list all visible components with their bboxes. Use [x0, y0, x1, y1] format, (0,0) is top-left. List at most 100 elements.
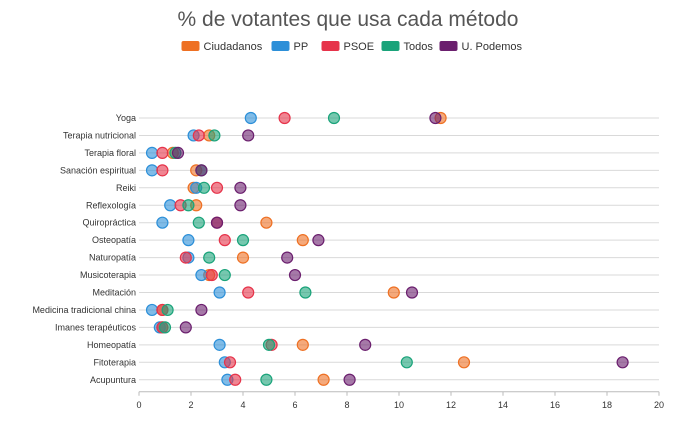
data-point: [145, 164, 159, 177]
category-label: Terapia floral: [84, 148, 136, 158]
data-point: [234, 199, 247, 212]
data-point: [145, 303, 159, 317]
legend-swatch: [439, 41, 458, 51]
category-label: Imanes terapéuticos: [55, 322, 137, 332]
data-point: [218, 268, 231, 282]
data-point: [156, 146, 169, 159]
chart-title: % de votantes que usa cada método: [178, 8, 519, 31]
x-tick-label: 18: [602, 400, 612, 410]
x-tick-label: 0: [136, 400, 141, 410]
data-point: [387, 286, 400, 299]
data-point: [218, 234, 231, 247]
x-axis: 0 2 4 6 8 10 12 14 16 18 20: [136, 391, 664, 410]
category-label: Acupuntura: [90, 375, 136, 385]
category-label: Homeopatía: [87, 340, 136, 350]
data-point: [236, 251, 250, 264]
category-label: Terapia nutricional: [63, 130, 136, 140]
legend-label: U. Podemos: [462, 41, 523, 53]
category-label: Meditación: [92, 288, 136, 298]
data-point: [158, 321, 172, 334]
data-point: [213, 286, 226, 299]
category-label: Naturopatía: [89, 253, 136, 263]
data-point: [179, 321, 192, 334]
data-point: [192, 216, 205, 229]
x-tick-label: 8: [344, 400, 349, 410]
data-point: [400, 356, 413, 369]
data-point: [236, 234, 250, 247]
category-label: Sanación espiritual: [60, 165, 136, 175]
legend-label: PSOE: [344, 41, 375, 53]
category-label: Musicoterapia: [80, 270, 136, 280]
x-tick-label: 12: [446, 400, 456, 410]
category-label: Reflexología: [86, 200, 136, 210]
data-point: [179, 251, 192, 264]
data-point: [281, 251, 294, 264]
data-point: [278, 111, 291, 125]
data-point: [288, 268, 302, 282]
x-tick-label: 10: [394, 400, 404, 410]
legend-item: Todos: [381, 41, 434, 53]
x-tick-label: 16: [550, 400, 560, 410]
data-point: [182, 234, 195, 247]
legend-label: PP: [294, 41, 309, 53]
data-point: [312, 234, 325, 247]
data-point: [223, 356, 237, 369]
legend-swatch: [321, 41, 340, 51]
data-point: [260, 373, 273, 386]
legend-swatch: [181, 41, 200, 51]
data-point: [161, 303, 174, 317]
category-label: Reiki: [116, 183, 136, 193]
category-labels: Yoga Terapia nutricional Terapia floral San…: [32, 113, 136, 385]
x-tick-label: 2: [188, 400, 193, 410]
data-point: [317, 373, 330, 386]
data-point: [242, 129, 255, 142]
data-point: [405, 286, 419, 299]
data-point: [156, 164, 169, 177]
data-point: [164, 199, 177, 212]
data-point: [296, 234, 309, 247]
x-tick-label: 4: [240, 400, 245, 410]
data-point: [205, 268, 218, 282]
data-point: [208, 129, 221, 142]
x-tick-label: 20: [654, 400, 664, 410]
data-point: [299, 286, 312, 299]
data-point: [197, 181, 211, 194]
data-point: [244, 111, 257, 125]
data-point: [242, 286, 255, 299]
data-point: [296, 338, 309, 351]
data-point: [457, 356, 471, 369]
data-point: [145, 146, 159, 159]
data-point: [210, 216, 224, 229]
data-point: [210, 181, 224, 194]
data-point: [359, 338, 372, 351]
data-point: [260, 216, 273, 229]
data-point: [171, 146, 185, 159]
legend-item: U. Podemos: [439, 41, 523, 53]
data-point: [616, 356, 629, 369]
data-point: [156, 216, 169, 229]
data-point: [234, 181, 247, 194]
data-point: [195, 164, 208, 177]
data-points: [145, 111, 629, 386]
data-point: [262, 338, 276, 351]
legend-label: Todos: [404, 41, 434, 53]
data-point: [229, 373, 242, 386]
category-label: Medicina tradicional china: [32, 305, 136, 315]
legend-item: PP: [271, 41, 309, 53]
legend-swatch: [271, 41, 290, 51]
legend-item: PSOE: [321, 41, 375, 53]
category-label: Yoga: [116, 113, 136, 123]
category-label: Osteopatía: [92, 235, 136, 245]
category-label: Fitoterapia: [93, 357, 136, 367]
legend-swatch: [381, 41, 400, 51]
data-point: [195, 268, 208, 282]
legend-label: Ciudadanos: [204, 41, 263, 53]
data-point: [182, 199, 195, 212]
data-point: [203, 251, 216, 264]
category-label: Quiropráctica: [82, 218, 136, 228]
x-tick-label: 14: [498, 400, 508, 410]
data-point: [213, 338, 226, 351]
data-point: [429, 111, 442, 125]
